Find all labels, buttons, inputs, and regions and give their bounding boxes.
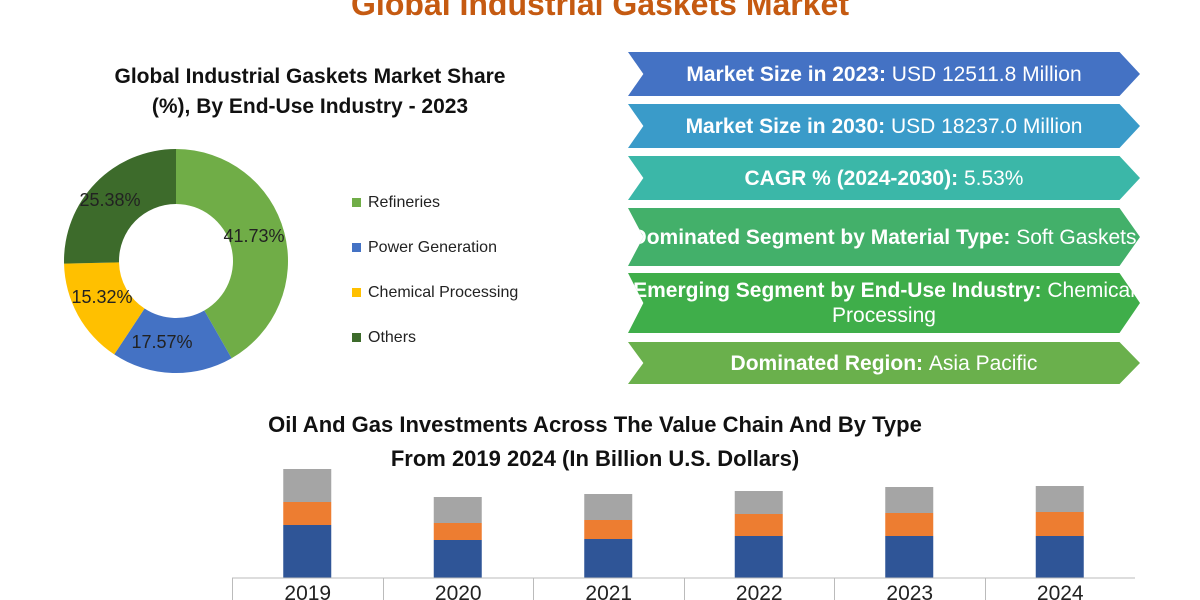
bar-segment-2019-1 (283, 502, 332, 525)
x-tick-label: 2019 (232, 578, 383, 600)
bar-segment-2022-0 (734, 536, 783, 578)
legend-label: Power Generation (368, 238, 497, 256)
donut-slice-power-generation (114, 308, 232, 373)
legend-item: Refineries (352, 180, 518, 225)
stat-text: Market Size in 2030: USD 18237.0 Million (628, 114, 1140, 139)
x-tick-label: 2021 (533, 578, 684, 600)
bar-segment-2021-1 (584, 520, 633, 539)
x-tick-label: 2024 (984, 578, 1136, 600)
stat-banner: Emerging Segment by End-Use Industry: Ch… (628, 273, 1140, 333)
legend-label: Others (368, 328, 417, 346)
bar-segment-2021-0 (584, 539, 633, 578)
bar-segment-2023-2 (885, 487, 934, 513)
bar-segment-2023-0 (885, 536, 934, 578)
legend-item: Chemical Processing (352, 270, 518, 315)
x-tick-label: 2020 (382, 578, 534, 600)
pie-title-line-2: (%), By End-Use Industry - 2023 (151, 95, 469, 118)
stat-text: Dominated Segment by Material Type: Soft… (628, 225, 1140, 250)
bar-segment-2022-2 (734, 491, 783, 514)
stat-text: Market Size in 2023: USD 12511.8 Million (628, 62, 1140, 87)
donut-slice-others (64, 149, 176, 264)
stat-text: Emerging Segment by End-Use Industry: Ch… (628, 278, 1140, 328)
pie-title-line-1: Global Industrial Gaskets Market Share (114, 65, 506, 88)
stat-label: CAGR % (2024-2030): (744, 166, 964, 190)
slice-data-label: 15.32% (71, 287, 132, 307)
stat-value: USD 18237.0 Million (891, 114, 1083, 138)
bar-segment-2022-1 (734, 514, 783, 536)
x-tick-label: 2023 (834, 578, 985, 600)
slice-data-label: 41.73% (223, 226, 284, 246)
stat-banner: Market Size in 2023: USD 12511.8 Million (628, 52, 1140, 96)
bar-segment-2019-0 (283, 525, 332, 578)
stat-banner: Market Size in 2030: USD 18237.0 Million (628, 104, 1140, 148)
bar-title-line-2: From 2019 2024 (In Billion U.S. Dollars) (390, 446, 800, 471)
stat-banner: CAGR % (2024-2030): 5.53% (628, 156, 1140, 200)
bar-segment-2024-2 (1035, 486, 1084, 512)
stat-text: Dominated Region: Asia Pacific (628, 351, 1140, 376)
pie-legend: Refineries Power Generation Chemical Proce… (352, 180, 518, 360)
stat-value: Asia Pacific (928, 351, 1038, 375)
stat-label: Market Size in 2030: (685, 114, 891, 138)
bar-segment-2021-2 (584, 494, 633, 520)
donut-slice-chemical-processing (64, 262, 145, 355)
bar-segment-2024-1 (1035, 512, 1084, 536)
stat-value: Soft Gaskets (1016, 225, 1137, 249)
x-tick-label: 2022 (683, 578, 835, 600)
slice-data-label: 17.57% (131, 332, 192, 352)
slice-data-label: 25.38% (79, 190, 140, 210)
stat-banner: Dominated Region: Asia Pacific (628, 342, 1140, 384)
bar-title-line-1: Oil And Gas Investments Across The Value… (268, 412, 922, 437)
bar-segment-2024-0 (1035, 536, 1084, 578)
bar-segment-2020-2 (433, 497, 482, 523)
legend-label: Chemical Processing (368, 283, 519, 301)
donut-chart: 41.73% 17.57% 15.32% 25.38% (64, 149, 288, 373)
legend-swatch (352, 243, 361, 252)
stat-value: USD 12511.8 Million (891, 62, 1082, 86)
stat-label: Dominated Region: (730, 351, 929, 375)
stat-value: 5.53% (963, 166, 1024, 190)
legend-swatch (352, 198, 361, 207)
stat-text: CAGR % (2024-2030): 5.53% (628, 166, 1140, 191)
stat-value: Chemical Processing (832, 279, 1135, 327)
legend-item: Others (352, 315, 518, 360)
legend-swatch (352, 333, 361, 342)
bar-segment-2020-1 (433, 523, 482, 540)
stat-label: Dominated Segment by Material Type: (631, 225, 1017, 249)
main-title: Global Industrial Gaskets Market (351, 0, 849, 22)
stat-banner: Dominated Segment by Material Type: Soft… (628, 208, 1140, 266)
bar-segment-2020-0 (433, 540, 482, 578)
bar-segment-2023-1 (885, 513, 934, 536)
pie-chart-title: Global Industrial Gaskets Market Share (… (40, 62, 580, 122)
bar-chart-title: Oil And Gas Investments Across The Value… (190, 408, 1000, 476)
donut-slice-refineries (176, 149, 288, 359)
legend-label: Refineries (368, 193, 441, 211)
legend-item: Power Generation (352, 225, 518, 270)
legend-swatch (352, 288, 361, 297)
stat-label: Market Size in 2023: (686, 62, 892, 86)
stat-label: Emerging Segment by End-Use Industry: (633, 279, 1048, 302)
bar-segment-2019-2 (283, 469, 332, 502)
